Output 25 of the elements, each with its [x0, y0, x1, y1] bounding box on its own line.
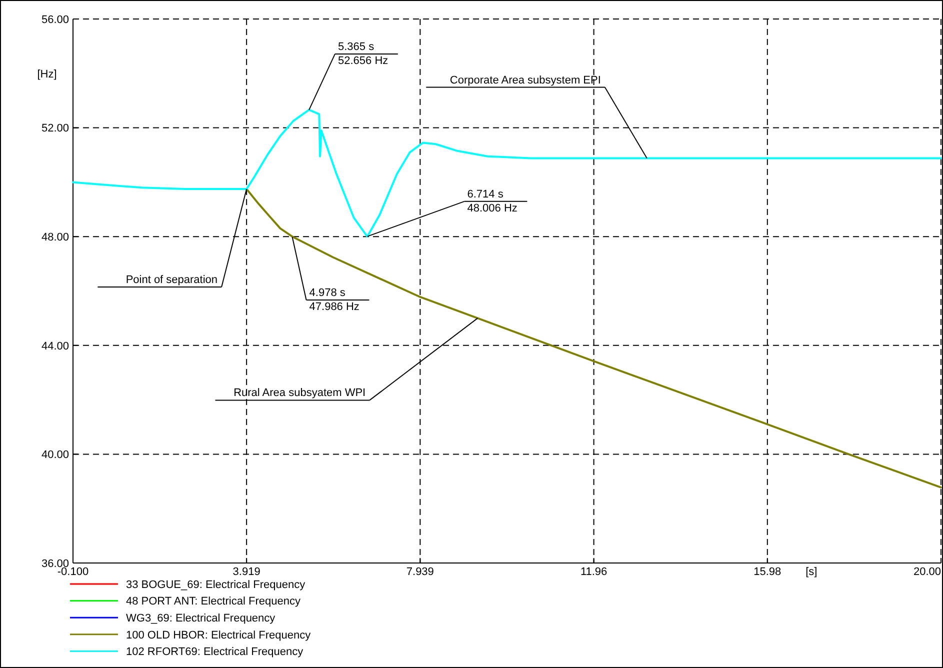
x-tick-label: -0.100 [57, 566, 89, 578]
x-tick-label: 15.98 [754, 566, 782, 578]
annotation: Rural Area subsyatem WPI [234, 387, 366, 400]
x-tick-label: 20.00 [913, 566, 941, 578]
legend-label: 48 PORT ANT: Electrical Frequency [126, 596, 301, 608]
legend-label: 33 BOGUE_69: Electrical Frequency [126, 578, 306, 591]
x-axis-title: [s] [806, 566, 818, 578]
x-tick-label: 7.939 [406, 566, 434, 578]
y-axis-title: [Hz] [37, 68, 57, 80]
y-tick-label: 56.00 [41, 14, 69, 26]
line-series [72, 108, 942, 238]
legend-label: 102 RFORT69: Electrical Frequency [126, 646, 304, 658]
y-tick-label: 44.00 [41, 340, 69, 352]
annotation: Corporate Area subsystem EPI [450, 74, 601, 86]
y-tick-label: 40.00 [41, 449, 69, 462]
annotation: 5.365 s 52.656 Hz [338, 40, 388, 67]
annotation: Point of separation [126, 274, 218, 286]
legend-label: 100 OLD HBOR: Electrical Frequency [126, 629, 312, 642]
y-tick-label: 52.00 [41, 122, 69, 135]
annotation: 6.714 s 48.006 Hz [467, 188, 518, 214]
x-tick-label: 11.96 [580, 566, 608, 578]
y-tick-label: 48.00 [41, 231, 69, 244]
x-tick-label: 3.919 [232, 566, 260, 578]
annotation: 4.978 s 47.986 Hz [309, 286, 360, 313]
legend-label: WG3_69: Electrical Frequency [126, 612, 276, 624]
